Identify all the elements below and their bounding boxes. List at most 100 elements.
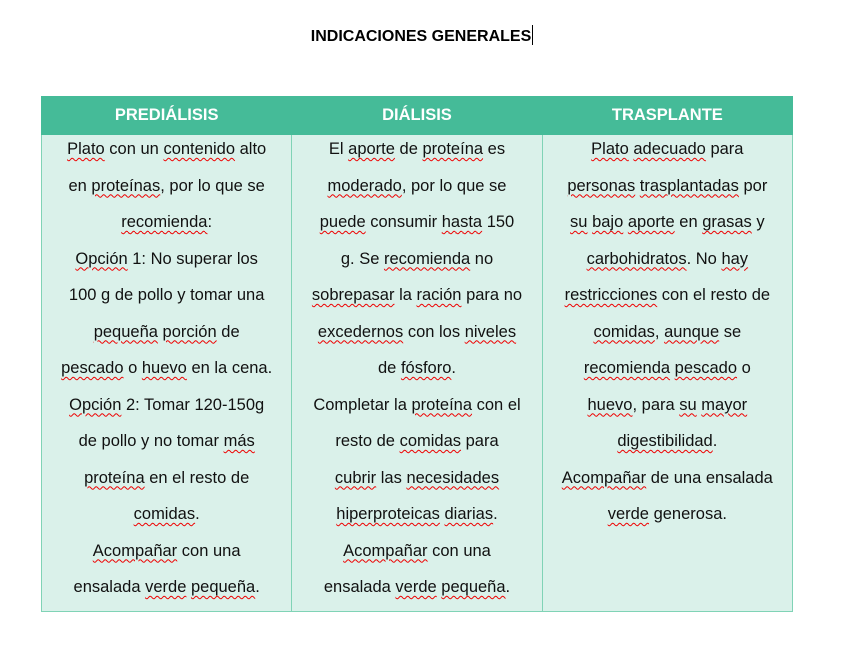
cell-text-line: de fósforo. [377,359,456,377]
spellcheck-flag[interactable]: mayor [701,395,748,414]
cell-text-line: su bajo aporte en grasas y [570,213,765,231]
spellcheck-flag[interactable]: cubrir [334,468,377,487]
header-predialisis: PREDIÁLISIS [40,96,293,135]
spellcheck-flag[interactable]: huevo [587,395,633,414]
header-trasplante: TRASPLANTE [541,96,794,135]
spellcheck-flag[interactable]: verde [607,505,649,523]
cell-text-line: Opción 1: No superar los [75,249,258,268]
spellcheck-flag[interactable]: grasas [702,213,752,231]
spellcheck-flag[interactable]: pescado [674,359,738,377]
cell-text-line: Plato adecuado para [591,140,744,158]
spellcheck-flag[interactable]: su [679,395,697,414]
cell-text-line: carbohidratos. No hay [586,249,749,268]
spellcheck-flag[interactable]: comidas [593,322,655,341]
spellcheck-flag[interactable]: sobrepasar [311,286,395,304]
cell-predialisis[interactable]: Plato con un contenido alto en proteínas,… [40,134,293,612]
spellcheck-flag[interactable]: puede [319,213,366,231]
spellcheck-flag[interactable]: diarias [444,505,494,523]
cell-text-line: comidas. [133,505,200,523]
cell-dialisis[interactable]: El aporte de proteína es moderado, por lo… [291,134,543,612]
spellcheck-flag[interactable]: adecuado [633,140,706,158]
cell-text-line: Acompañar con una [343,541,491,560]
cell-text-line: Opción 2: Tomar 120-150g [69,395,265,414]
spellcheck-flag[interactable]: proteína [422,140,484,158]
spellcheck-flag[interactable]: comidas [399,432,462,450]
spellcheck-flag[interactable]: aporte [627,213,675,231]
spellcheck-flag[interactable]: bajo [592,213,624,231]
cell-text-line: excedernos con los niveles [317,322,517,341]
spellcheck-flag[interactable]: Opción [69,395,122,414]
spellcheck-flag[interactable]: porción [162,322,217,341]
spellcheck-flag[interactable]: Opción [75,249,128,268]
cell-text-line: ensalada verde pequeña. [323,578,511,596]
spellcheck-flag[interactable]: proteína [411,395,473,414]
cell-text-line: pequeña porción de [93,322,240,341]
spellcheck-flag[interactable]: proteínas [91,176,161,195]
spellcheck-flag[interactable]: moderado [327,176,402,195]
spellcheck-flag[interactable]: personas [567,176,636,195]
spellcheck-flag[interactable]: verde [145,578,187,596]
cell-text-line: recomienda: [121,213,213,231]
spellcheck-flag[interactable]: ración [416,286,462,304]
cell-text-line: cubrir las necesidades [334,468,500,487]
spellcheck-flag[interactable]: hiperproteicas [336,505,440,523]
cell-text-line: recomienda pescado o [583,359,751,377]
spellcheck-flag[interactable]: recomienda [383,249,471,268]
spellcheck-flag[interactable]: aporte [348,140,395,158]
spellcheck-flag[interactable]: Acompañar [343,541,428,560]
spellcheck-flag[interactable]: su [570,213,588,231]
spellcheck-flag[interactable]: pequeña [190,578,256,596]
cell-text-line: g. Se recomienda no [340,249,494,268]
cell-text-line: Acompañar de una ensalada [561,468,773,487]
cell-text-line: huevo, para su mayor [587,395,748,414]
cell-text-line: El aporte de proteína es [328,140,506,158]
cell-text-line: restricciones con el resto de [564,286,771,304]
title-text: INDICACIONES GENERALES [310,28,532,45]
spellcheck-flag[interactable]: restricciones [564,286,658,304]
spellcheck-flag[interactable]: pequeña [93,322,158,341]
cell-text-line: en proteínas, por lo que se [68,176,265,195]
spellcheck-flag[interactable]: fósforo [400,359,452,377]
cell-text-line: Acompañar con una [92,541,241,560]
spellcheck-flag[interactable]: carbohidratos [586,249,687,268]
cell-text-line: Completar la proteína con el [313,395,521,414]
cell-text-line: Plato con un contenido alto [67,140,267,158]
spellcheck-flag[interactable]: Plato [67,140,105,158]
spellcheck-flag[interactable]: recomienda [121,213,208,231]
cell-text-line: digestibilidad. [617,432,718,450]
spellcheck-flag[interactable]: huevo [141,359,187,377]
cell-text-line: de pollo y no tomar más [78,432,255,450]
spellcheck-flag[interactable]: hasta [441,213,483,231]
spellcheck-flag[interactable]: digestibilidad [617,432,713,450]
spellcheck-flag[interactable]: verde [395,578,437,596]
header-dialisis: DIÁLISIS [291,96,543,135]
spellcheck-flag[interactable]: Acompañar [561,468,647,487]
spellcheck-flag[interactable]: trasplantadas [639,176,739,195]
cell-trasplante[interactable]: Plato adecuado para personas trasplantada… [541,134,794,612]
spellcheck-flag[interactable]: más [223,432,255,450]
document-title[interactable]: INDICACIONES GENERALES [0,25,844,46]
spellcheck-flag[interactable]: excedernos [317,322,404,341]
indications-table: PREDIÁLISIS DIÁLISIS TRASPLANTE Plato co… [40,96,794,612]
spellcheck-flag[interactable]: recomienda [583,359,671,377]
spellcheck-flag[interactable]: pescado [61,359,124,377]
spellcheck-flag[interactable]: proteína [84,468,145,487]
cell-text-line: ensalada verde pequeña. [73,578,260,596]
cell-text-line: hiperproteicas diarias. [336,505,498,523]
cell-text-line: 100 g de pollo y tomar una [68,286,265,304]
spellcheck-flag[interactable]: necesidades [406,468,500,487]
spellcheck-flag[interactable]: hay [721,249,749,268]
spellcheck-flag[interactable]: Plato [591,140,629,158]
spellcheck-flag[interactable]: contenido [163,140,236,158]
spellcheck-flag[interactable]: pequeña [441,578,506,596]
spellcheck-flag[interactable]: aunque [664,322,720,341]
cell-text-line: puede consumir hasta 150 [319,213,515,231]
cell-text-line: pescado o huevo en la cena. [61,359,273,377]
spellcheck-flag[interactable]: comidas [133,505,196,523]
cell-text-line: verde generosa. [607,505,727,523]
cell-text-line: proteína en el resto de [84,468,250,487]
text-cursor [532,25,534,45]
cell-text-line: sobrepasar la ración para no [311,286,523,304]
spellcheck-flag[interactable]: niveles [464,322,517,341]
spellcheck-flag[interactable]: Acompañar [92,541,178,560]
